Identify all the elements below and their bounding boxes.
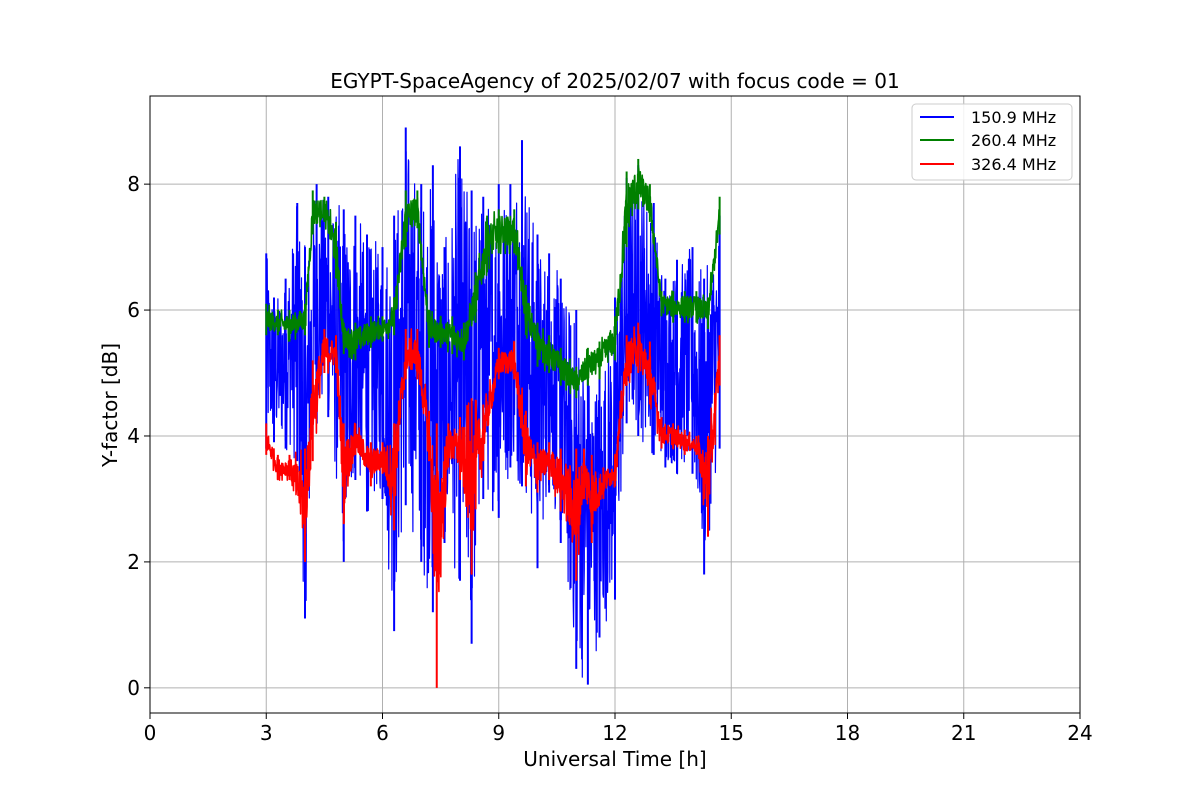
- x-axis-title: Universal Time [h]: [523, 747, 706, 771]
- y-axis-title: Y-factor [dB]: [98, 343, 122, 468]
- x-tick-label: 6: [376, 721, 389, 745]
- y-tick-label: 2: [127, 550, 140, 574]
- series-260-4-mhz: [265, 158, 721, 399]
- y-tick-label: 8: [127, 172, 140, 196]
- x-tick-label: 0: [144, 721, 157, 745]
- legend: 150.9 MHz 260.4 MHz 326.4 MHz: [911, 103, 1073, 181]
- chart-title: EGYPT-SpaceAgency of 2025/02/07 with foc…: [330, 69, 899, 93]
- x-tick-label: 21: [951, 721, 976, 745]
- y-tick-label: 4: [127, 424, 140, 448]
- series-line: [265, 326, 721, 593]
- series-line: [265, 151, 721, 678]
- legend-label-260: 260.4 MHz: [971, 131, 1056, 150]
- legend-label-326: 326.4 MHz: [971, 155, 1056, 174]
- x-tick-label: 15: [719, 721, 744, 745]
- x-tick-label: 3: [260, 721, 273, 745]
- legend-box: [911, 103, 1073, 181]
- series-line: [265, 167, 721, 395]
- x-tick-label: 18: [835, 721, 860, 745]
- x-tick-label: 9: [492, 721, 505, 745]
- series-group: [265, 127, 721, 688]
- series-326-4-mhz: [265, 322, 721, 688]
- y-tick-label: 0: [127, 676, 140, 700]
- y-tick-label: 6: [127, 298, 140, 322]
- x-tick-label: 24: [1067, 721, 1092, 745]
- legend-label-150: 150.9 MHz: [971, 108, 1056, 127]
- x-tick-label: 12: [602, 721, 627, 745]
